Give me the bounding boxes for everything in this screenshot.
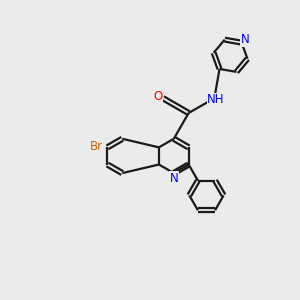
Text: N: N [169,172,178,185]
Text: N: N [241,33,250,46]
Text: Br: Br [90,140,103,153]
Text: O: O [153,90,162,103]
Text: NH: NH [207,93,225,106]
